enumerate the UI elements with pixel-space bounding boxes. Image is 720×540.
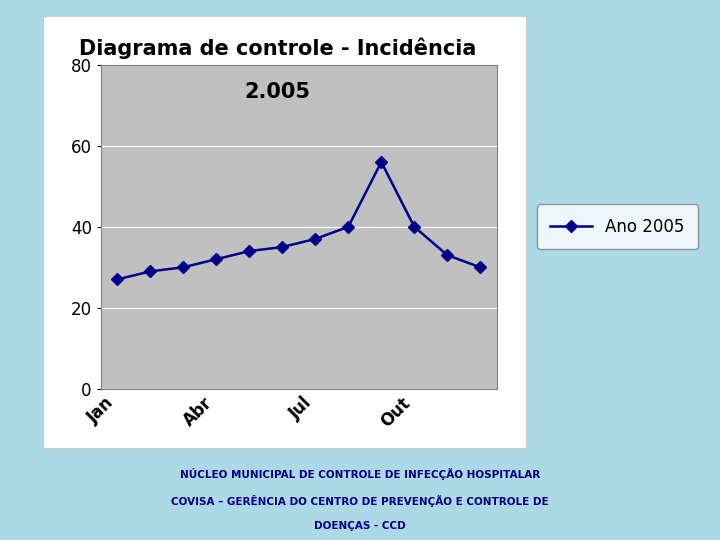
Text: NÚCLEO MUNICIPAL DE CONTROLE DE INFECÇÃO HOSPITALAR: NÚCLEO MUNICIPAL DE CONTROLE DE INFECÇÃO… [180, 468, 540, 480]
Text: DOENÇAS - CCD: DOENÇAS - CCD [314, 521, 406, 531]
Text: 2.005: 2.005 [244, 82, 310, 102]
Text: Diagrama de controle - Incidência: Diagrama de controle - Incidência [78, 38, 476, 59]
Text: COVISA – GERÊNCIA DO CENTRO DE PREVENÇÃO E CONTROLE DE: COVISA – GERÊNCIA DO CENTRO DE PREVENÇÃO… [171, 495, 549, 508]
Legend: Ano 2005: Ano 2005 [537, 205, 698, 249]
